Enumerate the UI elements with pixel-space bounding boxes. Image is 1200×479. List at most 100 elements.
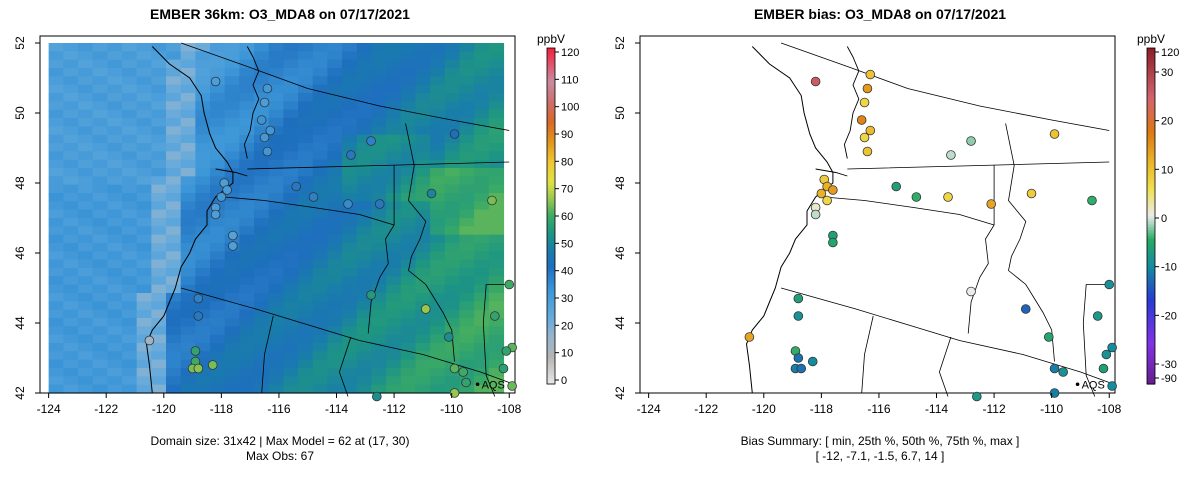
heatmap-cell [166, 76, 182, 86]
heatmap-cell [386, 234, 402, 244]
heatmap-cell [283, 309, 299, 319]
heatmap-cell [488, 134, 505, 144]
heatmap-cell [430, 259, 446, 269]
colorbar-swatch [547, 330, 555, 335]
heatmap-cell [400, 184, 417, 194]
heatmap-cell [312, 84, 329, 94]
heatmap-cell [268, 276, 284, 286]
colorbar-swatch [1147, 140, 1155, 144]
colorbar-swatch [1147, 347, 1155, 351]
colorbar-swatch [547, 62, 555, 66]
heatmap-cell [386, 309, 402, 319]
heatmap-cell [121, 234, 138, 244]
heatmap-cell [239, 309, 255, 319]
colorbar-tick-label: -10 [1161, 262, 1177, 274]
state-border [180, 42, 510, 131]
heatmap-cell [92, 343, 108, 352]
colorbar-swatch [547, 101, 555, 105]
heatmap-cell [444, 151, 461, 161]
heatmap-cell [48, 101, 64, 111]
heatmap-cell [444, 351, 461, 361]
heatmap-cell [415, 268, 431, 277]
heatmap-cell [430, 109, 446, 119]
colorbar-swatch [1147, 148, 1155, 153]
heatmap-cell [430, 68, 446, 77]
heatmap-cell [180, 93, 196, 102]
heatmap-cell [327, 118, 343, 127]
state-border [780, 42, 1110, 131]
heatmap-cell [136, 384, 152, 394]
heatmap-cell [180, 109, 196, 119]
heatmap-cell [327, 376, 343, 386]
heatmap-cell [121, 109, 138, 119]
heatmap-cell [224, 101, 240, 111]
heatmap-cell [400, 93, 417, 102]
heatmap-cell [254, 143, 270, 152]
colorbar-swatch [1147, 246, 1155, 251]
heatmap-cell [151, 268, 167, 277]
heatmap-cell [121, 284, 138, 294]
heatmap-cell [48, 343, 64, 352]
colorbar-swatch [1147, 129, 1155, 133]
heatmap-cell [166, 234, 182, 244]
heatmap-cell [415, 176, 431, 186]
heatmap-cell [268, 226, 284, 236]
heatmap-cell [430, 134, 446, 144]
heatmap-cell [298, 143, 314, 152]
heatmap-cell [136, 293, 152, 302]
heatmap-cell [136, 359, 152, 369]
colorbar-swatch [1147, 375, 1155, 379]
heatmap-cell [48, 59, 64, 69]
colorbar-swatch [1147, 266, 1155, 270]
heatmap-cell [444, 201, 461, 211]
heatmap-cell [239, 293, 255, 302]
colorbar-swatch [547, 50, 555, 55]
colorbar-swatch [547, 272, 555, 276]
heatmap-cell [312, 59, 329, 69]
heatmap-cell [459, 168, 475, 177]
heatmap-cell [195, 243, 211, 252]
heatmap-cell [356, 268, 373, 277]
heatmap-cell [121, 209, 138, 219]
heatmap-cell [488, 209, 505, 219]
heatmap-cell [268, 101, 284, 111]
heatmap-cell [356, 368, 373, 377]
heatmap-cell [459, 293, 475, 302]
heatmap-cell [444, 268, 461, 277]
colorbar-swatch [547, 98, 555, 102]
heatmap-cell [151, 93, 167, 102]
heatmap-cell [254, 243, 270, 252]
colorbar-swatch [1147, 280, 1155, 284]
colorbar-swatch [1147, 300, 1155, 304]
heatmap-cell [195, 201, 211, 211]
x-tick-label: -118 [810, 402, 833, 416]
heatmap-cell [92, 293, 108, 302]
heatmap-cell [386, 284, 402, 294]
heatmap-cell [136, 343, 152, 352]
heatmap-cell [312, 251, 329, 261]
heatmap-cell [371, 184, 387, 194]
y-tick-label: 52 [13, 36, 27, 50]
heatmap-cell [474, 234, 490, 244]
colorbar-swatch [1147, 188, 1155, 192]
heatmap-cell [312, 368, 329, 377]
colorbar-swatch [1147, 328, 1155, 332]
heatmap-cell [386, 84, 402, 94]
heatmap-cell [327, 184, 343, 194]
colorbar-swatch [547, 218, 555, 223]
heatmap-cell [459, 268, 475, 277]
heatmap-cell [92, 251, 108, 261]
colorbar-swatch [547, 375, 555, 379]
observation-point [461, 377, 471, 388]
colorbar-swatch [1147, 171, 1155, 175]
colorbar-swatch [547, 350, 555, 354]
colorbar-swatch [1147, 162, 1155, 167]
colorbar-swatch [1147, 92, 1155, 97]
heatmap-cell [444, 259, 461, 269]
heatmap-cell [488, 84, 505, 94]
heatmap-cell [312, 334, 329, 344]
observation-point [1026, 188, 1037, 199]
heatmap-cell [224, 209, 240, 219]
heatmap-cell [342, 143, 358, 152]
heatmap-cell [121, 59, 138, 69]
